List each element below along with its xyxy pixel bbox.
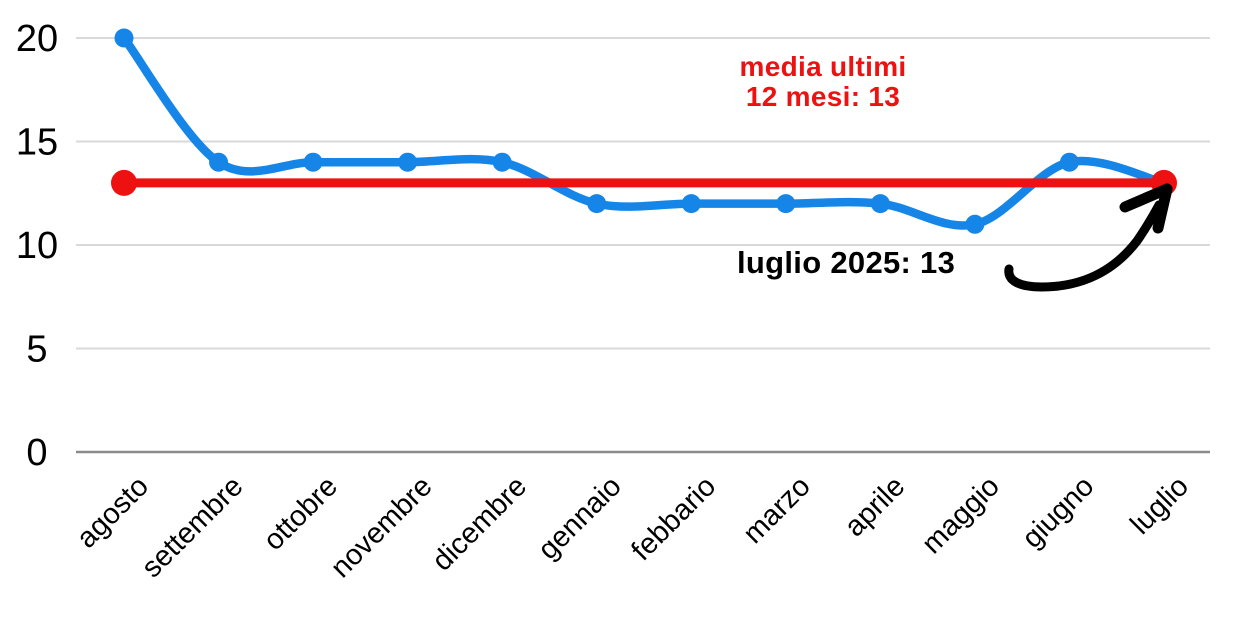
x-axis-label-aprile: aprile (839, 470, 912, 543)
blue-line-monthly-values-point-maggio (965, 214, 985, 234)
data-series-blue-line (114, 28, 1174, 234)
x-axis-label-gennaio: gennaio (532, 470, 628, 566)
x-axis-label-novembre: novembre (325, 470, 439, 584)
x-axis-label-febbario: febbario (625, 470, 722, 567)
blue-line-monthly-values-point-ottobre (303, 152, 323, 172)
average-annotation: media ultimi 12 mesi: 13 (662, 52, 984, 112)
arrow-barb-left (1119, 183, 1173, 213)
arrow-shaft (1004, 200, 1164, 292)
gridlines (76, 37, 1210, 454)
x-axis-label-agosto: agosto (71, 470, 155, 554)
blue-line-monthly-values-point-aprile (870, 194, 890, 214)
average-series-red-line (111, 169, 1177, 196)
x-axis-label-maggio: maggio (916, 470, 1006, 560)
blue-line-monthly-values-point-gennaio (587, 194, 607, 214)
arrow-barb-bottom (1152, 183, 1173, 234)
x-axis-label-marzo: marzo (737, 470, 817, 550)
blue-line-monthly-values-point-febbario (681, 194, 701, 214)
callout-annotation: luglio 2025: 13 (737, 245, 956, 280)
blue-line-monthly-values-point-novembre (398, 152, 418, 172)
y-axis-label-0: 0 (26, 432, 47, 474)
y-axis-labels: 0 5 10 15 20 (16, 18, 58, 474)
blue-line-monthly-values-point-agosto (114, 28, 134, 48)
x-axis-label-settembre: settembre (136, 470, 250, 584)
y-axis-label-15: 15 (16, 122, 58, 164)
x-axis-label-ottobre: ottobre (258, 470, 344, 556)
y-axis-label-5: 5 (26, 329, 47, 371)
blue-line-monthly-values-point-dicembre (492, 152, 512, 172)
x-axis-label-luglio: luglio (1124, 470, 1195, 541)
average-annotation-line2: 12 mesi: 13 (745, 81, 901, 112)
blue-line-monthly-values-path (119, 33, 1169, 230)
y-axis-label-10: 10 (16, 225, 58, 267)
blue-line-monthly-values-point-settembre (209, 152, 229, 172)
x-axis-label-dicembre: dicembre (426, 470, 533, 577)
annotation-arrow-icon (1004, 183, 1173, 292)
y-axis-label-20: 20 (16, 18, 58, 60)
average-annotation-line1: media ultimi (739, 51, 907, 82)
x-axis-label-giugno: giugno (1016, 470, 1100, 554)
blue-line-monthly-values-point-giugno (1059, 152, 1079, 172)
red-average-line-point-agosto (111, 169, 137, 196)
blue-line-monthly-values-point-marzo (776, 194, 796, 214)
